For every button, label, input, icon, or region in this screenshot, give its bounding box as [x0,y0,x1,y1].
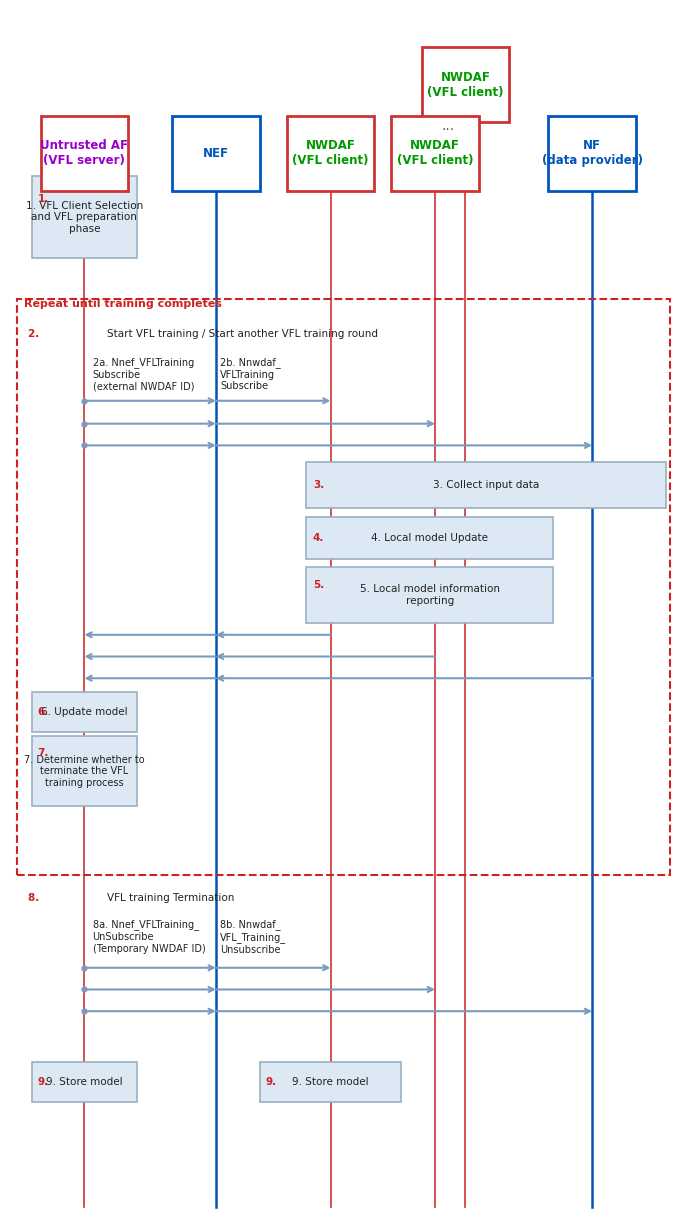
Text: NEF: NEF [203,146,229,160]
Text: Start VFL training / Start another VFL training round: Start VFL training / Start another VFL t… [107,330,378,340]
Text: 4. Local model Update: 4. Local model Update [371,533,488,543]
Text: 8.: 8. [28,892,43,902]
Text: 9.: 9. [38,1077,49,1087]
Text: 8a. Nnef_VFLTraining_
UnSubscribe
(Temporary NWDAF ID): 8a. Nnef_VFLTraining_ UnSubscribe (Tempo… [92,920,205,954]
Text: 7.: 7. [38,748,49,758]
Text: 4.: 4. [313,533,324,543]
Bar [287,116,374,191]
Text: NF
(data provider): NF (data provider) [541,139,643,167]
Text: 9.: 9. [265,1077,277,1087]
Bar [172,116,259,191]
Text: ...: ... [442,118,455,133]
Bar [32,736,137,806]
Bar [32,1062,137,1102]
Text: 2a. Nnef_VFLTraining
Subscribe
(external NWDAF ID): 2a. Nnef_VFLTraining Subscribe (external… [92,357,194,391]
Text: Untrusted AF
(VFL server): Untrusted AF (VFL server) [41,139,129,167]
Bar [306,463,666,508]
Text: 3. Collect input data: 3. Collect input data [433,480,539,490]
Bar [306,567,553,623]
Text: NWDAF
(VFL client): NWDAF (VFL client) [427,70,504,98]
Text: 2.: 2. [28,330,43,340]
Bar [32,692,137,732]
Text: 5.: 5. [313,580,324,591]
Text: NWDAF
(VFL client): NWDAF (VFL client) [292,139,369,167]
Text: 9. Store model: 9. Store model [292,1077,369,1087]
Text: 7. Determine whether to
terminate the VFL
training process: 7. Determine whether to terminate the VF… [24,755,144,788]
Text: 6.: 6. [38,707,49,716]
Text: NWDAF
(VFL client): NWDAF (VFL client) [397,139,473,167]
Bar [260,1062,401,1102]
Text: 3.: 3. [313,480,324,490]
Text: 5. Local model information
reporting: 5. Local model information reporting [360,585,499,606]
Text: 2b. Nnwdaf_
VFLTraining
Subscribe: 2b. Nnwdaf_ VFLTraining Subscribe [220,357,281,391]
Bar [41,116,128,191]
Bar [32,176,137,259]
Text: 8b. Nnwdaf_
VFL_Training_
Unsubscribe: 8b. Nnwdaf_ VFL_Training_ Unsubscribe [220,920,286,954]
Text: 1. VFL Client Selection
and VFL preparation
phase: 1. VFL Client Selection and VFL preparat… [25,201,143,234]
Bar [548,116,636,191]
Bar [306,517,553,559]
Text: VFL training Termination: VFL training Termination [107,892,235,902]
Text: 6. Update model: 6. Update model [41,707,128,716]
Text: 1.: 1. [38,194,49,204]
Bar [391,116,479,191]
Text: 9. Store model: 9. Store model [46,1077,122,1087]
Bar [17,299,670,875]
Text: Repeat until training completes: Repeat until training completes [23,299,222,309]
Bar [422,47,509,122]
